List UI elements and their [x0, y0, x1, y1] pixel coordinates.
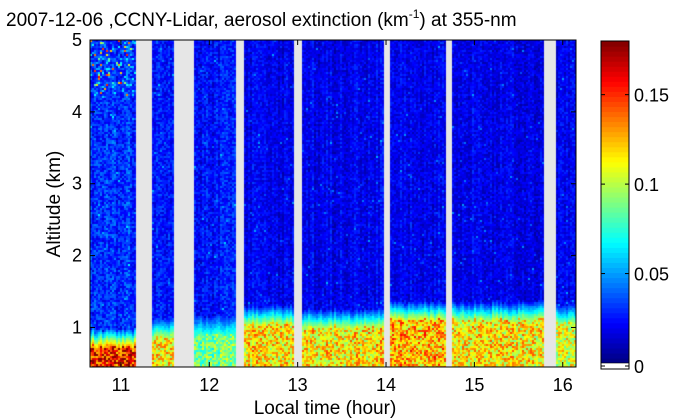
colorbar-swatch: [601, 186, 629, 193]
colorbar-swatch: [601, 302, 629, 309]
colorbar-swatch: [601, 257, 629, 263]
colorbar-swatch: [601, 267, 629, 274]
y-tick-label: 2: [72, 246, 82, 266]
colorbar-swatch: [601, 81, 629, 87]
colorbar-swatch: [601, 56, 629, 62]
colorbar-swatch: [601, 242, 629, 248]
colorbar-swatch: [601, 41, 629, 47]
x-tick-label: 13: [288, 375, 308, 395]
colorbar-swatch: [601, 51, 629, 57]
colorbar-swatch: [601, 227, 629, 233]
x-axis-label: Local time (hour): [254, 398, 397, 419]
y-tick-label: 5: [72, 30, 82, 50]
heatmap-image: [90, 40, 576, 367]
x-tick-label: 11: [112, 375, 131, 395]
colorbar-swatch: [601, 91, 629, 97]
colorbar-swatch: [601, 347, 629, 354]
colorbar-swatch: [601, 96, 629, 102]
x-tick-label: 14: [376, 375, 396, 395]
colorbar-swatch: [601, 66, 629, 72]
colorbar-swatch: [601, 191, 629, 198]
colorbar-swatch: [601, 212, 629, 218]
colorbar-swatch: [601, 292, 629, 299]
colorbar-nodata-swatch: [600, 362, 630, 370]
colorbar-swatch: [601, 111, 629, 118]
colorbar-swatch: [601, 181, 629, 188]
chart-title: 2007-12-06 ,CCNY-Lidar, aerosol extincti…: [6, 7, 517, 31]
colorbar-tick-label: 0.1: [634, 175, 659, 195]
chart-title-superscript: -1: [409, 7, 420, 21]
y-tick-label: 4: [72, 102, 82, 122]
colorbar-swatch: [601, 357, 629, 364]
colorbar-swatch: [601, 121, 629, 128]
colorbar-swatch: [601, 317, 629, 324]
colorbar-swatch: [601, 352, 629, 359]
colorbar-swatch: [601, 176, 629, 183]
colorbar-swatch: [601, 272, 629, 279]
colorbar-swatch: [601, 161, 629, 168]
colorbar-swatch: [601, 327, 629, 334]
colorbar-swatch: [601, 282, 629, 289]
colorbar-swatch: [601, 307, 629, 314]
colorbar-swatch: [601, 342, 629, 349]
colorbar-swatch: [601, 202, 629, 208]
colorbar-swatch: [601, 146, 629, 153]
colorbar-swatch: [601, 287, 629, 294]
x-tick-label: 16: [553, 375, 573, 395]
colorbar-swatch: [601, 222, 629, 228]
colorbar-swatch: [601, 131, 629, 138]
colorbar-swatch: [601, 76, 629, 82]
colorbar-swatch: [601, 196, 629, 203]
colorbar-swatch: [601, 116, 629, 123]
y-axis-label: Altitude (km): [44, 151, 65, 258]
colorbar-swatch: [601, 101, 629, 108]
colorbar-swatch: [601, 106, 629, 113]
colorbar-swatch: [601, 262, 629, 269]
colorbar-swatch: [601, 136, 629, 143]
y-tick-label: 1: [72, 317, 82, 337]
x-tick-label: 12: [199, 375, 219, 395]
x-tick-label: 15: [464, 375, 484, 395]
colorbar-swatch: [601, 322, 629, 329]
colorbar-swatch: [601, 61, 629, 67]
colorbar-swatch: [601, 46, 629, 52]
colorbar-swatch: [601, 171, 629, 178]
chart-title-suffix: ) at 355-nm: [419, 10, 516, 31]
colorbar: 0 0.05 0.1 0.15: [600, 40, 669, 377]
colorbar-swatch: [601, 86, 629, 92]
colorbar-swatch: [601, 217, 629, 223]
colorbar-tick-label: 0: [634, 357, 644, 377]
colorbar-swatch: [601, 156, 629, 163]
colorbar-frame: [600, 40, 630, 370]
colorbar-swatch: [601, 337, 629, 344]
plot-frame: [89, 39, 577, 368]
colorbar-swatch: [601, 207, 629, 213]
colorbar-swatch: [601, 297, 629, 304]
colorbar-swatch: [601, 71, 629, 77]
y-tick-label: 3: [72, 174, 82, 194]
colorbar-swatch: [601, 166, 629, 173]
colorbar-swatch: [601, 141, 629, 148]
colorbar-swatch: [601, 237, 629, 243]
colorbar-swatch: [601, 232, 629, 238]
chart-title-prefix: 2007-12-06 ,CCNY-Lidar, aerosol extincti…: [6, 10, 409, 31]
colorbar-swatch: [601, 151, 629, 158]
colorbar-swatch: [601, 277, 629, 284]
colorbar-tick-label: 0.05: [634, 265, 669, 285]
colorbar-swatch: [601, 247, 629, 253]
colorbar-swatch: [601, 312, 629, 319]
colorbar-tick-label: 0.15: [634, 86, 669, 106]
colorbar-swatch: [601, 332, 629, 339]
colorbar-swatch: [601, 126, 629, 133]
plot-area: [90, 40, 576, 367]
colorbar-swatch: [601, 252, 629, 258]
